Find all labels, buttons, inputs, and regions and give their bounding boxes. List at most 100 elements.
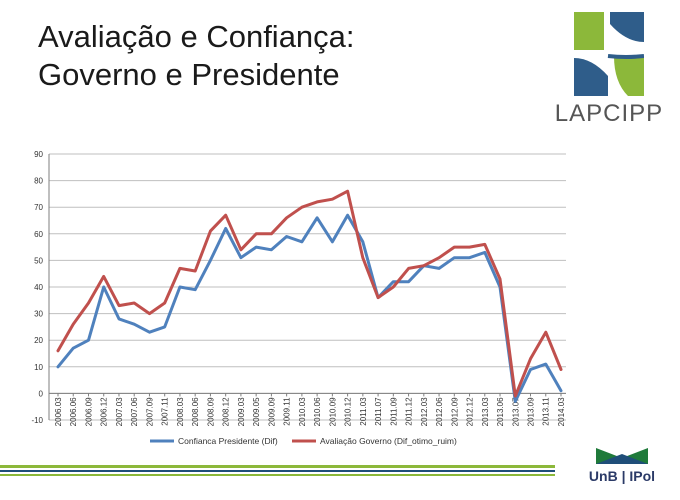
x-tick-label: 2006.06 (69, 397, 78, 426)
data-point (514, 395, 517, 397)
x-tick-label: 2007.06 (130, 397, 139, 426)
data-point (285, 216, 288, 219)
data-point (361, 240, 364, 243)
data-point (87, 339, 90, 342)
data-point (57, 365, 59, 368)
y-tick-label: 60 (34, 230, 43, 239)
lapcipp-logo-text: LAPCIPP (554, 100, 664, 127)
x-tick-label: 2013.09 (527, 397, 536, 426)
data-point (316, 200, 319, 203)
data-point (316, 216, 319, 219)
data-point (407, 280, 410, 283)
data-point (392, 280, 395, 283)
title-line-2: Governo e Presidente (38, 57, 340, 92)
x-tick-label: 2010.06 (313, 397, 322, 426)
data-point (194, 270, 197, 272)
x-tick-label: 2011.09 (389, 397, 398, 426)
data-point (438, 256, 440, 259)
x-tick-label: 2006.12 (100, 397, 109, 426)
x-tick-label: 2013.07 (511, 397, 520, 426)
data-point (544, 331, 547, 334)
data-point (133, 302, 136, 304)
x-tick-label: 2012.09 (450, 397, 459, 426)
data-point (468, 256, 471, 259)
y-tick-label: 20 (34, 336, 43, 345)
data-point (163, 302, 166, 304)
data-point (453, 256, 456, 259)
x-tick-label: 2009.05 (252, 397, 261, 426)
data-point (499, 278, 501, 280)
y-tick-label: 50 (34, 256, 43, 265)
data-point (560, 389, 562, 392)
data-point (529, 357, 532, 360)
x-tick-label: 2010.12 (344, 397, 353, 426)
data-point (346, 190, 349, 193)
data-point (72, 323, 75, 326)
data-point (163, 326, 166, 328)
line-chart: -10 0 10 20 30 40 50 60 70 80 90 2006.03 2006.06 2006… (31, 150, 566, 446)
x-tick-label: 2012.12 (466, 397, 475, 426)
data-point (179, 267, 181, 270)
x-tick-label: 2013.11 (542, 397, 551, 426)
data-point (270, 232, 273, 235)
x-tick-label: 2010.03 (298, 397, 307, 426)
data-point (560, 368, 562, 371)
unb-logo-icon (596, 448, 648, 464)
data-point (194, 288, 197, 291)
slide-title: Avaliação e Confiança: Governo e Preside… (38, 18, 355, 94)
data-point (285, 235, 288, 238)
data-point (438, 267, 440, 270)
x-tick-label: 2011.07 (374, 397, 383, 426)
x-tick-label: 2008.03 (176, 397, 185, 426)
x-tick-label: 2011.03 (359, 397, 368, 426)
data-point (148, 331, 151, 334)
lapcipp-logo: LAPCIPP (548, 12, 670, 132)
data-point (544, 363, 547, 366)
y-tick-label: 30 (34, 310, 43, 319)
data-point (133, 323, 136, 326)
y-tick-label: 0 (39, 389, 44, 398)
data-point (209, 230, 212, 233)
x-tick-label: 2006.09 (84, 397, 93, 426)
data-point (72, 347, 75, 350)
data-point (377, 296, 379, 299)
y-tick-label: 10 (34, 363, 43, 372)
unb-ipol-text: UnB | IPol (588, 468, 656, 484)
y-tick-label: -10 (31, 416, 43, 425)
legend-label: Avaliação Governo (Dif_otimo_ruim) (320, 436, 457, 446)
data-point (361, 256, 364, 259)
x-tick-label: 2009.09 (267, 397, 276, 426)
x-tick-label: 2008.12 (222, 397, 231, 426)
data-point (209, 259, 212, 262)
y-tick-label: 90 (34, 150, 43, 159)
x-tick-label: 2010.09 (328, 397, 337, 426)
y-tick-label: 70 (34, 203, 43, 212)
data-point (300, 240, 303, 243)
x-tick-label: 2011.12 (405, 397, 414, 426)
data-point (224, 214, 227, 217)
data-point (331, 198, 334, 201)
data-point (422, 264, 425, 267)
data-point (179, 286, 181, 288)
x-tick-label: 2013.06 (496, 397, 505, 426)
data-point (102, 286, 105, 288)
data-point (118, 304, 120, 307)
data-point (240, 256, 242, 259)
data-point (529, 368, 532, 371)
x-tick-label: 2012.06 (435, 397, 444, 426)
x-tick-label: 2012.03 (420, 397, 429, 426)
lapcipp-logo-icon (574, 12, 644, 96)
x-tick-label: 2009.11 (283, 397, 292, 426)
y-tick-label: 80 (34, 177, 43, 186)
x-tick-label: 2008.06 (191, 397, 200, 426)
data-point (331, 240, 334, 243)
data-point (483, 251, 486, 254)
data-point (514, 400, 517, 403)
data-point (57, 349, 59, 352)
x-tick-label: 2009.03 (237, 397, 246, 426)
footer-stripes (0, 465, 555, 476)
data-point (300, 206, 303, 209)
unb-ipol-logo: UnB | IPol (576, 446, 668, 492)
x-tick-label: 2013.03 (481, 397, 490, 426)
y-tick-label: 40 (34, 283, 43, 292)
